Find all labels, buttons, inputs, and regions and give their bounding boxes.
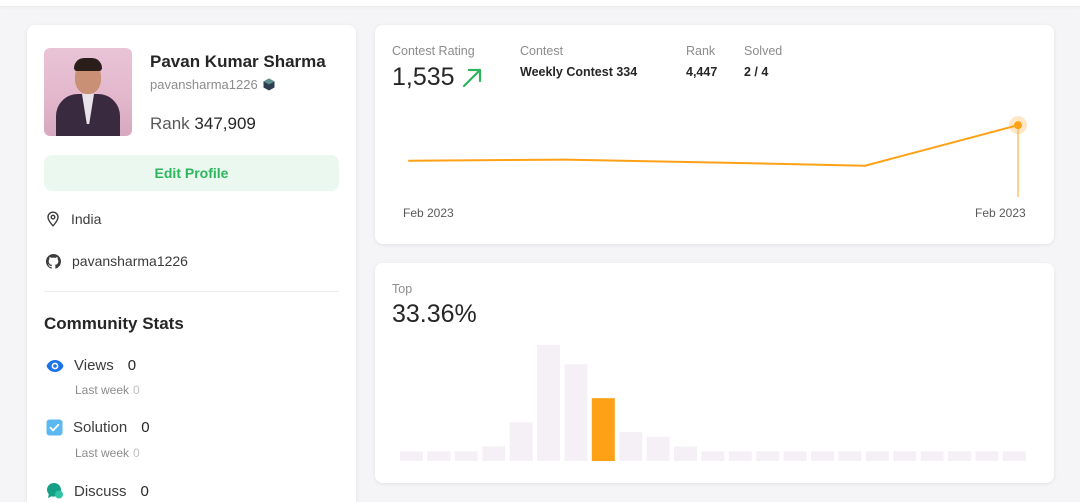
- location-text: India: [71, 211, 102, 227]
- contest-rating-value-row: 1,535: [392, 63, 483, 92]
- histogram-bar: [838, 451, 862, 461]
- views-last-week-label: Last week: [75, 383, 130, 397]
- histogram-bar-current: [591, 398, 615, 461]
- contest-rating-value: 1,535: [392, 63, 455, 91]
- edit-profile-button[interactable]: Edit Profile: [44, 155, 339, 191]
- username-row: pavansharma1226: [150, 77, 275, 92]
- solved-value: 2 / 4: [744, 65, 769, 79]
- views-value: 0: [127, 357, 137, 374]
- contest-rank-value: 4,447: [686, 65, 718, 79]
- location-row: India: [46, 211, 101, 227]
- solution-label: Solution: [73, 419, 128, 436]
- views-label: Views: [74, 357, 114, 374]
- github-icon: [46, 253, 61, 269]
- views-last-week: Last week 0: [75, 383, 140, 397]
- top-label: Top: [392, 282, 413, 296]
- contest-name[interactable]: Weekly Contest 334: [520, 65, 638, 79]
- rating-line-segment: [724, 161, 866, 167]
- location-pin-icon: [47, 211, 59, 227]
- histogram-bar: [728, 451, 752, 461]
- solution-last-week-value: 0: [133, 446, 140, 460]
- distribution-chart[interactable]: [375, 263, 1054, 483]
- solution-last-week-label: Last week: [75, 446, 130, 460]
- rank-label: Rank: [150, 114, 190, 133]
- rating-point: [1014, 121, 1022, 130]
- avatar[interactable]: [44, 48, 132, 136]
- histogram-bar: [975, 451, 999, 461]
- histogram-bar: [783, 451, 807, 461]
- contest-rank-label: Rank: [686, 44, 716, 58]
- eye-icon: [46, 359, 64, 372]
- views-last-week-value: 0: [133, 383, 140, 397]
- histogram-bar: [646, 436, 670, 461]
- contest-label: Contest: [520, 44, 564, 58]
- arrow-up-right-icon: [462, 68, 481, 87]
- histogram-bar: [674, 446, 697, 461]
- x-axis-start-label: Feb 2023: [403, 206, 454, 220]
- histogram-bar: [564, 364, 588, 461]
- profile-card: Pavan Kumar Sharma pavansharma1226 Rank …: [27, 25, 356, 502]
- x-axis-end-label: Feb 2023: [975, 206, 1026, 220]
- top-value: 33.36%: [392, 300, 477, 328]
- solved-label: Solved: [744, 44, 783, 58]
- discuss-label: Discuss: [74, 482, 127, 500]
- badge-icon: [263, 78, 275, 91]
- community-stats-title: Community Stats: [44, 314, 184, 333]
- solution-last-week: Last week 0: [75, 446, 140, 460]
- histogram-bar: [701, 451, 725, 461]
- profile-name: Pavan Kumar Sharma: [150, 52, 326, 71]
- github-row[interactable]: pavansharma1226: [46, 253, 188, 269]
- histogram-bar: [756, 451, 780, 461]
- rank-value: 347,909: [194, 114, 256, 133]
- checkbox-icon: [46, 419, 63, 436]
- histogram-bar: [509, 422, 533, 461]
- histogram-bar: [482, 446, 506, 461]
- histogram-bar: [865, 451, 889, 461]
- discuss-value: 0: [140, 482, 149, 500]
- histogram-bar: [537, 345, 560, 461]
- histogram-bar: [920, 451, 944, 461]
- discuss-stat: Discuss 0: [46, 482, 149, 500]
- histogram-bar: [454, 451, 478, 461]
- profile-rank: Rank 347,909: [150, 114, 256, 134]
- profile-username: pavansharma1226: [150, 77, 258, 92]
- histogram-bar: [619, 432, 643, 461]
- histogram-bar: [1002, 451, 1026, 461]
- views-stat: Views 0: [46, 357, 136, 374]
- rating-line-segment: [564, 158, 726, 164]
- solution-value: 0: [141, 419, 150, 436]
- rating-line-segment: [408, 158, 566, 162]
- rating-chart[interactable]: [375, 25, 1054, 244]
- histogram-bar: [811, 451, 834, 461]
- top-percentage-card: Top 33.36%: [375, 263, 1054, 483]
- histogram-bar: [427, 451, 451, 461]
- divider: [44, 291, 339, 292]
- github-username[interactable]: pavansharma1226: [72, 253, 188, 269]
- histogram-bar: [400, 451, 423, 461]
- contest-rating-label: Contest Rating: [392, 44, 475, 58]
- discuss-icon: [47, 483, 63, 499]
- rating-line-segment: [864, 124, 1019, 167]
- histogram-bar: [948, 451, 971, 461]
- solution-stat: Solution 0: [46, 419, 150, 436]
- histogram-bar: [893, 451, 917, 461]
- contest-rating-card: Contest Rating 1,535 Contest Weekly Cont…: [375, 25, 1054, 244]
- top-nav-strip: [0, 0, 1080, 6]
